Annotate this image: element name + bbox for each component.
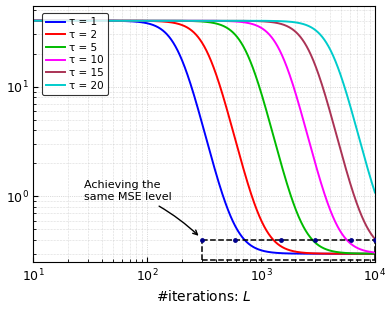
τ = 2 (188, 28, 193, 31)
Line: τ = 1: τ = 1 (33, 21, 375, 254)
τ = 2 (300, 251, 305, 255)
τ = 10 (363, 249, 367, 253)
τ = 2 (197, 37, 202, 41)
τ = 10 (372, 251, 377, 255)
τ = 5 (197, 20, 202, 23)
Line: τ = 20: τ = 20 (33, 21, 375, 193)
τ = 20 (372, 191, 377, 194)
τ = 15 (372, 237, 377, 241)
Line: τ = 5: τ = 5 (33, 21, 375, 254)
X-axis label: #iterations: $L$: #iterations: $L$ (156, 290, 252, 304)
τ = 20 (197, 19, 202, 23)
τ = 20 (49, 19, 53, 23)
τ = 20 (300, 22, 305, 26)
τ = 20 (188, 19, 193, 23)
τ = 1 (300, 252, 305, 255)
τ = 15 (197, 19, 202, 23)
Legend: τ = 1, τ = 2, τ = 5, τ = 10, τ = 15, τ = 20: τ = 1, τ = 2, τ = 5, τ = 10, τ = 15, τ =… (42, 13, 108, 95)
τ = 1 (31, 19, 36, 23)
τ = 15 (363, 221, 367, 225)
τ = 1 (363, 252, 367, 256)
Line: τ = 15: τ = 15 (33, 21, 375, 239)
τ = 15 (363, 221, 367, 225)
τ = 10 (31, 19, 36, 23)
τ = 2 (363, 252, 367, 256)
τ = 1 (363, 252, 367, 256)
τ = 5 (363, 252, 367, 255)
τ = 2 (31, 19, 36, 23)
τ = 2 (49, 19, 53, 23)
τ = 10 (300, 115, 305, 118)
τ = 1 (49, 19, 53, 23)
Line: τ = 10: τ = 10 (33, 21, 375, 253)
τ = 10 (188, 19, 193, 23)
τ = 20 (31, 19, 36, 23)
τ = 1 (188, 82, 193, 86)
τ = 2 (363, 252, 367, 256)
τ = 5 (188, 19, 193, 23)
τ = 5 (363, 252, 367, 255)
τ = 1 (197, 112, 202, 116)
τ = 5 (300, 223, 305, 226)
τ = 5 (372, 252, 377, 255)
τ = 2 (372, 252, 377, 256)
τ = 5 (31, 19, 36, 23)
τ = 1 (372, 252, 377, 256)
τ = 10 (197, 19, 202, 23)
τ = 15 (300, 38, 305, 41)
Text: Achieving the
same MSE level: Achieving the same MSE level (84, 180, 198, 235)
τ = 5 (49, 19, 53, 23)
τ = 15 (188, 19, 193, 23)
τ = 20 (363, 157, 367, 161)
τ = 15 (31, 19, 36, 23)
Line: τ = 2: τ = 2 (33, 21, 375, 254)
τ = 20 (363, 157, 367, 161)
τ = 10 (49, 19, 53, 23)
τ = 15 (49, 19, 53, 23)
τ = 10 (363, 249, 367, 253)
